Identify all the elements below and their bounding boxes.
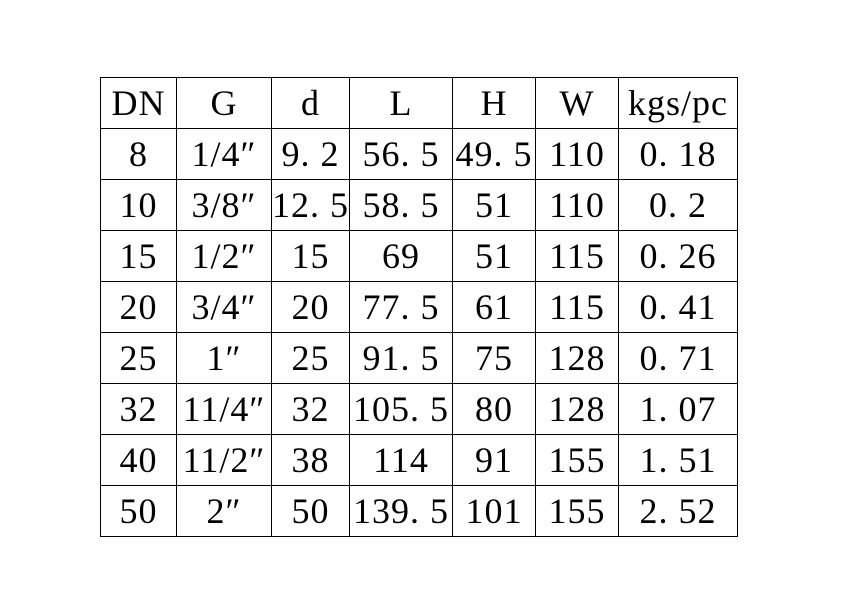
table-cell: 1. 51 xyxy=(618,434,738,486)
table-row: 15 1/2″ 15 69 51 115 0. 26 xyxy=(100,230,738,282)
table-row: 32 11/4″ 32 105. 5 80 128 1. 07 xyxy=(100,383,738,435)
table-cell: 50 xyxy=(271,485,350,537)
table-cell: 80 xyxy=(452,383,536,435)
table-row: 50 2″ 50 139. 5 101 155 2. 52 xyxy=(100,485,738,537)
table-cell: 50 xyxy=(100,485,177,537)
table-cell: 0. 2 xyxy=(618,179,738,231)
table-cell: 10 xyxy=(100,179,177,231)
table-cell: 155 xyxy=(535,485,619,537)
table-cell: 110 xyxy=(535,128,619,180)
table-row: 20 3/4″ 20 77. 5 61 115 0. 41 xyxy=(100,281,738,333)
table-cell: 115 xyxy=(535,230,619,282)
table-cell: 2. 52 xyxy=(618,485,738,537)
table-cell: 12. 5 xyxy=(271,179,350,231)
table-cell: 0. 26 xyxy=(618,230,738,282)
table-cell: 15 xyxy=(100,230,177,282)
column-header: L xyxy=(349,77,453,129)
table-cell: 11/4″ xyxy=(176,383,272,435)
column-header: DN xyxy=(100,77,177,129)
table-cell: 1″ xyxy=(176,332,272,384)
table-cell: 1/4″ xyxy=(176,128,272,180)
column-header: d xyxy=(271,77,350,129)
table-cell: 61 xyxy=(452,281,536,333)
table-cell: 51 xyxy=(452,230,536,282)
table-row: 10 3/8″ 12. 5 58. 5 51 110 0. 2 xyxy=(100,179,738,231)
table-cell: 40 xyxy=(100,434,177,486)
table-cell: 91 xyxy=(452,434,536,486)
table-cell: 8 xyxy=(100,128,177,180)
table-cell: 2″ xyxy=(176,485,272,537)
column-header: G xyxy=(176,77,272,129)
table-row: 40 11/2″ 38 114 91 155 1. 51 xyxy=(100,434,738,486)
table-cell: 38 xyxy=(271,434,350,486)
table-cell: 105. 5 xyxy=(349,383,453,435)
table-cell: 20 xyxy=(271,281,350,333)
table-cell: 1/2″ xyxy=(176,230,272,282)
table-cell: 69 xyxy=(349,230,453,282)
table-cell: 77. 5 xyxy=(349,281,453,333)
table-cell: 128 xyxy=(535,332,619,384)
table-row: 25 1″ 25 91. 5 75 128 0. 71 xyxy=(100,332,738,384)
table-cell: 115 xyxy=(535,281,619,333)
table-cell: 51 xyxy=(452,179,536,231)
table-cell: 49. 5 xyxy=(452,128,536,180)
table-cell: 155 xyxy=(535,434,619,486)
table-cell: 139. 5 xyxy=(349,485,453,537)
table-cell: 1. 07 xyxy=(618,383,738,435)
column-header: H xyxy=(452,77,536,129)
table-cell: 0. 41 xyxy=(618,281,738,333)
table-cell: 3/8″ xyxy=(176,179,272,231)
table-cell: 3/4″ xyxy=(176,281,272,333)
table-cell: 91. 5 xyxy=(349,332,453,384)
table-cell: 11/2″ xyxy=(176,434,272,486)
table-cell: 20 xyxy=(100,281,177,333)
table-cell: 9. 2 xyxy=(271,128,350,180)
table-cell: 58. 5 xyxy=(349,179,453,231)
table-cell: 110 xyxy=(535,179,619,231)
table-cell: 114 xyxy=(349,434,453,486)
table-body: 8 1/4″ 9. 2 56. 5 49. 5 110 0. 18 10 3/8″ 12. 5 58… xyxy=(100,128,738,537)
table-cell: 128 xyxy=(535,383,619,435)
table-cell: 101 xyxy=(452,485,536,537)
table-cell: 15 xyxy=(271,230,350,282)
column-header: W xyxy=(535,77,619,129)
table-cell: 25 xyxy=(100,332,177,384)
table-row: 8 1/4″ 9. 2 56. 5 49. 5 110 0. 18 xyxy=(100,128,738,180)
table-cell: 75 xyxy=(452,332,536,384)
table-cell: 0. 71 xyxy=(618,332,738,384)
column-header: kgs/pc xyxy=(618,77,738,129)
table-cell: 32 xyxy=(100,383,177,435)
table-cell: 25 xyxy=(271,332,350,384)
table-cell: 0. 18 xyxy=(618,128,738,180)
table-cell: 32 xyxy=(271,383,350,435)
table-cell: 56. 5 xyxy=(349,128,453,180)
